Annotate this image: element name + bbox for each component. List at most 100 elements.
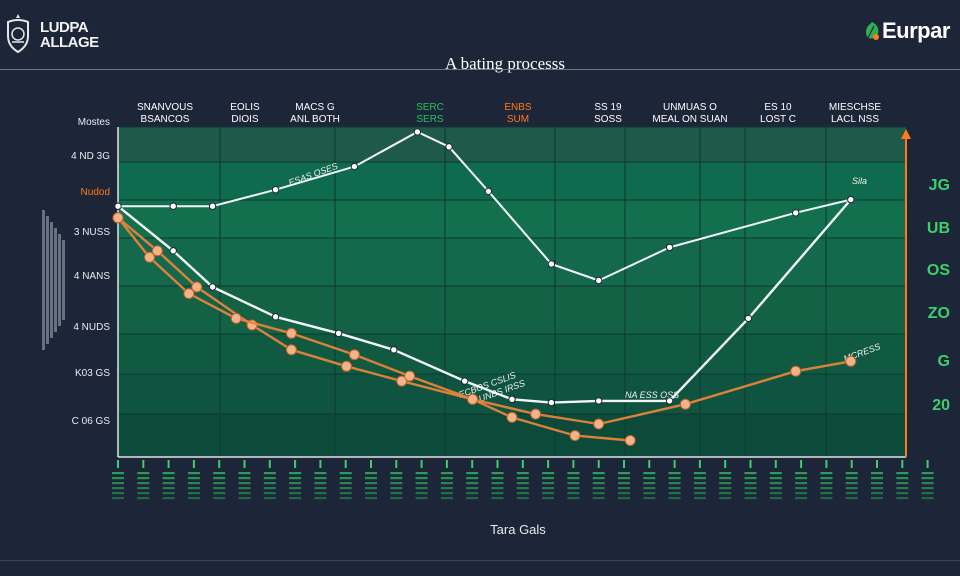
x-tick-label-mark xyxy=(213,497,226,500)
x-tick-label-mark xyxy=(921,497,934,500)
x-tick-label-mark xyxy=(567,487,580,490)
x-tick-label-mark xyxy=(440,472,453,475)
x-tick-label-mark xyxy=(314,477,327,480)
x-tick-label-mark xyxy=(440,497,453,500)
x-tick-label-mark xyxy=(516,477,529,480)
y-tick-label: K03 GS xyxy=(75,368,110,379)
x-tick-label-mark xyxy=(744,482,757,485)
x-tick-label-mark xyxy=(871,472,883,475)
x-tick-label-mark xyxy=(516,472,529,475)
y-axis-label-mark xyxy=(50,222,53,338)
x-tick-label-mark xyxy=(896,472,909,475)
x-tick-label-mark xyxy=(263,477,276,480)
x-tick-label-mark xyxy=(668,492,681,495)
leaf-icon xyxy=(866,22,879,40)
x-tick-label-mark xyxy=(542,497,555,500)
data-point xyxy=(144,251,155,263)
x-tick-label-mark xyxy=(339,482,352,485)
x-tick-label-mark xyxy=(289,477,302,480)
data-point xyxy=(169,247,177,255)
x-tick-label-mark xyxy=(896,487,909,490)
data-point xyxy=(595,397,603,405)
x-tick-label-mark xyxy=(795,492,808,495)
column-header-line2: MEAL ON SUAN xyxy=(652,114,727,125)
right-value-label: ZO xyxy=(928,305,950,322)
y-axis-label-mark xyxy=(58,234,61,326)
x-tick-label-mark xyxy=(744,497,757,500)
x-tick-label-mark xyxy=(845,487,858,490)
x-tick-label-mark xyxy=(415,477,428,480)
data-point xyxy=(271,313,280,321)
column-header-line1: EOLIS xyxy=(230,102,260,113)
data-point xyxy=(413,128,422,136)
x-tick-label-mark xyxy=(921,492,934,495)
data-point xyxy=(547,260,556,268)
bottom-divider xyxy=(0,560,960,561)
x-tick-label-mark xyxy=(668,497,681,500)
column-header-line1: MACS G xyxy=(295,102,335,113)
data-point xyxy=(530,408,542,420)
plot-band xyxy=(118,334,906,374)
x-tick-label-mark xyxy=(795,477,808,480)
x-tick-label-mark xyxy=(719,487,732,490)
x-tick-label-mark xyxy=(238,492,251,495)
x-tick-label-mark xyxy=(365,497,377,500)
x-tick-label-mark xyxy=(263,487,276,490)
x-tick-label-mark xyxy=(643,497,656,500)
data-point xyxy=(230,312,242,324)
x-tick-label-mark xyxy=(162,497,175,500)
x-tick-label-mark xyxy=(921,477,934,480)
x-tick-label-mark xyxy=(137,497,150,500)
y-axis-label-mark xyxy=(62,240,65,320)
x-tick-label-mark xyxy=(263,472,276,475)
data-point xyxy=(169,202,177,210)
data-point xyxy=(506,411,518,423)
x-tick-label-mark xyxy=(187,482,200,485)
data-point xyxy=(484,187,493,196)
data-point xyxy=(404,370,416,382)
x-tick-label-mark xyxy=(921,487,934,490)
x-tick-label-mark xyxy=(314,497,327,500)
x-tick-label-mark xyxy=(112,477,124,480)
x-tick-label-mark xyxy=(415,472,428,475)
x-tick-label-mark xyxy=(466,497,479,500)
x-tick-label-mark xyxy=(845,497,858,500)
x-tick-label-mark xyxy=(440,487,453,490)
data-point xyxy=(183,288,195,300)
x-tick-label-mark xyxy=(339,497,352,500)
x-tick-label-mark xyxy=(365,482,377,485)
x-tick-label-mark xyxy=(719,497,732,500)
x-tick-label-mark xyxy=(795,487,808,490)
column-header-line1: MIESCHSE xyxy=(829,102,882,113)
x-tick-label-mark xyxy=(289,487,302,490)
x-tick-label-mark xyxy=(896,492,909,495)
x-tick-label-mark xyxy=(795,497,808,500)
x-tick-label-mark xyxy=(643,487,656,490)
x-tick-label-mark xyxy=(339,477,352,480)
y-tick-label: 4 NANS xyxy=(74,271,110,282)
x-tick-label-mark xyxy=(365,492,377,495)
x-tick-label-mark xyxy=(542,477,555,480)
data-point xyxy=(792,209,800,217)
data-point xyxy=(461,377,469,385)
x-tick-label-mark xyxy=(820,497,833,500)
x-tick-label-mark xyxy=(263,492,276,495)
right-value-label: G xyxy=(938,353,950,370)
data-point xyxy=(114,202,122,210)
data-point xyxy=(508,395,516,403)
right-value-label: OS xyxy=(927,262,950,279)
x-tick-label-mark xyxy=(162,477,175,480)
x-tick-label-mark xyxy=(719,492,732,495)
x-tick-label-mark xyxy=(466,477,479,480)
x-tick-label-mark xyxy=(845,492,858,495)
x-tick-label-mark xyxy=(668,487,681,490)
y-tick-label: C 06 GS xyxy=(72,416,111,427)
data-point xyxy=(744,314,753,323)
column-header-line2: LACL NSS xyxy=(831,114,879,125)
x-tick-label-mark xyxy=(845,477,858,480)
x-tick-label-mark xyxy=(440,477,453,480)
x-tick-label-mark xyxy=(845,472,858,475)
x-tick-label-mark xyxy=(820,472,833,475)
column-header-line2: SOSS xyxy=(594,114,622,125)
